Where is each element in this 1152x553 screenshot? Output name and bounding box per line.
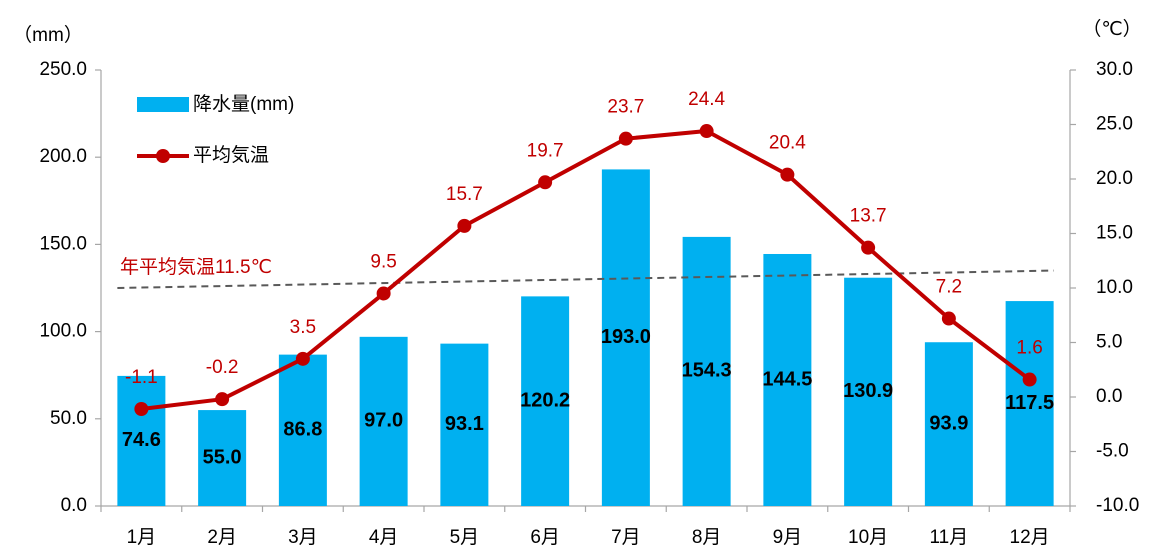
y-tick-label: 250.0 — [39, 59, 87, 80]
line-value-label: 13.7 — [850, 206, 887, 227]
x-tick-label: 3月 — [288, 527, 318, 548]
bar-value-label: 93.9 — [929, 412, 968, 434]
reference-label: 年平均気温11.5℃ — [120, 256, 272, 278]
legend-swatch — [137, 97, 189, 112]
bar-value-label: 55.0 — [203, 446, 242, 468]
line-point — [941, 311, 956, 326]
bar — [278, 354, 327, 506]
x-tick-label: 10月 — [848, 527, 888, 548]
y-tick-label: 150.0 — [39, 233, 87, 254]
bar — [359, 336, 408, 506]
line-point — [780, 167, 795, 182]
line-value-label: 1.6 — [1016, 338, 1042, 359]
y-tick-label: 100.0 — [39, 321, 87, 342]
line-value-label: 20.4 — [769, 133, 806, 154]
legend-swatch — [156, 149, 170, 163]
x-tick-label: 12月 — [1010, 527, 1050, 548]
line-point — [295, 351, 310, 366]
line-value-label: 3.5 — [290, 317, 316, 338]
bar — [117, 375, 166, 506]
line-point — [699, 124, 714, 139]
y2-tick-label: 10.0 — [1096, 277, 1133, 298]
bar-value-label: 193.0 — [601, 326, 651, 348]
bar-value-label: 130.9 — [843, 380, 893, 402]
bar — [682, 236, 731, 506]
bar-value-label: 97.0 — [364, 410, 403, 432]
line-point — [376, 286, 391, 301]
y2-tick-label: 20.0 — [1096, 168, 1133, 189]
y-tick-label: 0.0 — [61, 495, 87, 516]
line-point — [618, 131, 633, 146]
bar — [601, 169, 650, 506]
y2-tick-label: -10.0 — [1096, 495, 1139, 516]
y2-tick-label: 15.0 — [1096, 223, 1133, 244]
y2-tick-label: 5.0 — [1096, 332, 1122, 353]
x-tick-label: 5月 — [450, 527, 480, 548]
y-tick-label: 200.0 — [39, 146, 87, 167]
x-tick-label: 4月 — [369, 527, 399, 548]
line-value-label: 15.7 — [446, 184, 483, 205]
line-point — [1022, 372, 1037, 387]
line-value-label: 23.7 — [607, 97, 644, 118]
bar-value-label: 144.5 — [762, 368, 812, 390]
y2-axis-label: （℃） — [1082, 18, 1141, 40]
x-tick-label: 2月 — [207, 527, 237, 548]
line-point — [134, 401, 149, 416]
x-tick-label: 6月 — [530, 527, 560, 548]
line-point — [215, 392, 230, 407]
bar — [1005, 301, 1054, 506]
bar — [198, 410, 247, 506]
line-point — [538, 175, 553, 190]
bar-value-label: 86.8 — [283, 419, 322, 441]
bar — [844, 277, 893, 506]
bar — [521, 296, 570, 506]
line — [141, 129, 1031, 411]
bar-value-label: 117.5 — [1005, 392, 1054, 414]
line-value-label: -1.1 — [125, 367, 158, 388]
x-tick-label: 1月 — [127, 527, 157, 548]
bar — [924, 342, 973, 506]
line-value-label: 9.5 — [370, 251, 396, 272]
bar — [440, 343, 489, 506]
bar-value-label: 93.1 — [445, 413, 484, 435]
bar-value-label: 74.6 — [122, 429, 161, 451]
line-point — [861, 240, 876, 255]
y-axis-label: （mm） — [13, 24, 83, 46]
x-tick-label: 7月 — [611, 527, 641, 548]
line-value-label: 24.4 — [688, 89, 725, 110]
y2-tick-label: 0.0 — [1096, 386, 1122, 407]
y-tick-label: 50.0 — [50, 408, 87, 429]
y2-tick-label: 30.0 — [1096, 59, 1133, 80]
line-value-label: -0.2 — [206, 357, 239, 378]
y2-tick-label: -5.0 — [1096, 441, 1129, 462]
bar-value-label: 154.3 — [682, 360, 732, 382]
bar — [763, 253, 812, 506]
legend-label: 平均気温 — [193, 144, 269, 166]
y2-tick-label: 25.0 — [1096, 114, 1133, 135]
x-tick-label: 9月 — [773, 527, 803, 548]
x-tick-label: 8月 — [692, 527, 722, 548]
bar-value-label: 120.2 — [520, 389, 570, 411]
line-point — [457, 218, 472, 233]
line-value-label: 19.7 — [527, 140, 564, 161]
x-tick-label: 11月 — [930, 527, 969, 548]
line-value-label: 7.2 — [936, 277, 962, 298]
legend-label: 降水量(mm) — [193, 93, 294, 115]
